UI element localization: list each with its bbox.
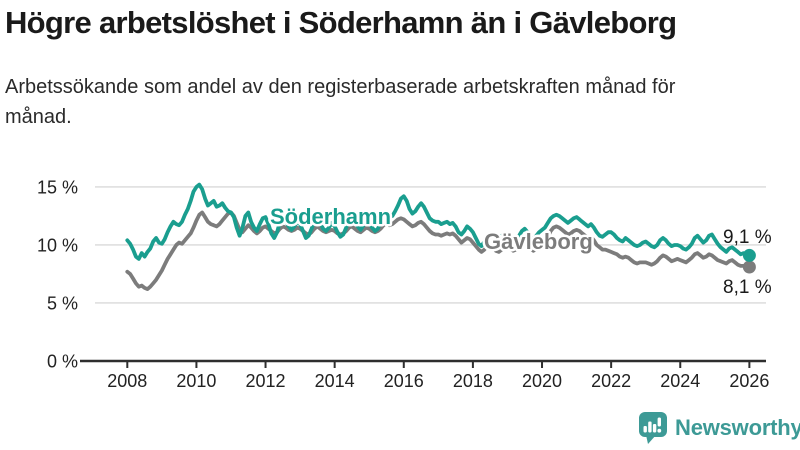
y-axis-tick-label: 15 % [37,177,78,197]
x-axis-tick-label: 2026 [729,371,769,391]
newsworthy-logo: Newsworthy [638,411,800,444]
page-title: Högre arbetslöshet i Söderhamn än i Gävl… [5,5,677,40]
newsworthy-wordmark: Newsworthy [675,414,800,440]
x-axis-tick-label: 2010 [176,371,216,391]
series-label: Gävleborg [484,229,593,254]
end-value-label: 8,1 % [723,277,772,298]
x-axis-tick-label: 2014 [315,371,355,391]
y-axis-tick-label: 0 % [47,352,78,372]
y-axis-tick-label: 10 % [37,235,78,255]
series-label: Söderhamn [270,204,391,229]
x-axis-tick-label: 2012 [246,371,286,391]
x-axis-tick-label: 2020 [522,371,562,391]
x-axis-tick-label: 2022 [591,371,631,391]
x-axis-tick-label: 2016 [384,371,424,391]
y-axis-tick-label: 5 % [47,293,78,313]
x-axis-tick-label: 2024 [660,371,700,391]
end-value-label: 9,1 % [723,227,772,248]
series-line-soderhamn [125,182,752,261]
bar-chart-speech-bubble-icon [639,412,667,444]
end-point-marker [742,260,756,274]
end-point-marker [742,248,756,262]
x-axis-tick-label: 2018 [453,371,493,391]
chart-subtitle: Arbetssökande som andel av den registerb… [5,76,676,128]
x-axis-tick-label: 2008 [107,371,147,391]
